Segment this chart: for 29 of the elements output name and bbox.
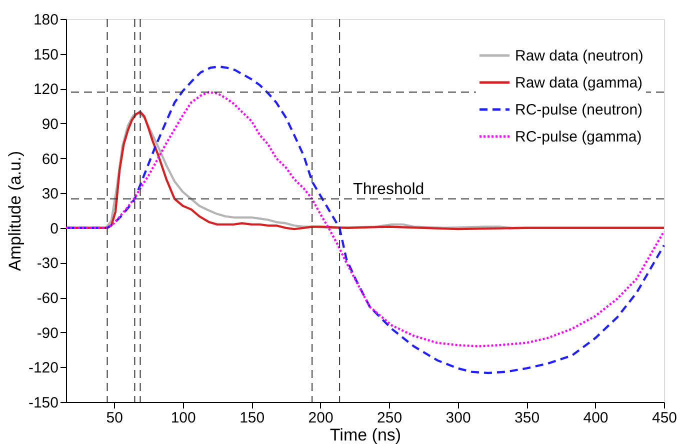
legend-label: RC-pulse (gamma) <box>515 128 642 146</box>
legend-label: RC-pulse (neutron) <box>515 102 643 118</box>
y-axis-title: Amplitude (a.u.) <box>5 151 24 271</box>
y-tick-label: 120 <box>33 81 58 98</box>
y-tick-label: -90 <box>36 324 58 342</box>
y-tick-label: -30 <box>36 255 58 272</box>
y-tick-label: -120 <box>28 360 58 377</box>
y-tick-label: -60 <box>36 290 58 308</box>
x-tick-label: 200 <box>308 410 334 426</box>
x-tick-label: 50 <box>106 410 123 426</box>
x-tick-label: 150 <box>240 410 265 426</box>
x-axis-title: Time (ns) <box>330 426 402 444</box>
x-tick-label: 350 <box>514 410 540 426</box>
x-tick-label: 250 <box>377 410 402 426</box>
y-tick-label: 180 <box>33 12 58 28</box>
y-tick-label: 30 <box>42 186 58 203</box>
x-tick-label: 450 <box>652 410 678 426</box>
legend-label: Raw data (neutron) <box>515 48 644 64</box>
y-tick-label: 0 <box>50 220 58 238</box>
y-tick-label: -150 <box>28 394 58 412</box>
x-tick-label: 400 <box>583 410 608 426</box>
ref-line-label: Threshold <box>353 180 424 198</box>
x-tick-label: 100 <box>170 410 196 426</box>
y-tick-label: 60 <box>42 150 58 168</box>
y-tick-label: 90 <box>42 116 58 133</box>
legend-label: Raw data (gamma) <box>515 74 643 92</box>
x-tick-label: 300 <box>446 410 471 426</box>
line-series <box>64 91 666 348</box>
y-tick-label: 150 <box>33 46 58 64</box>
